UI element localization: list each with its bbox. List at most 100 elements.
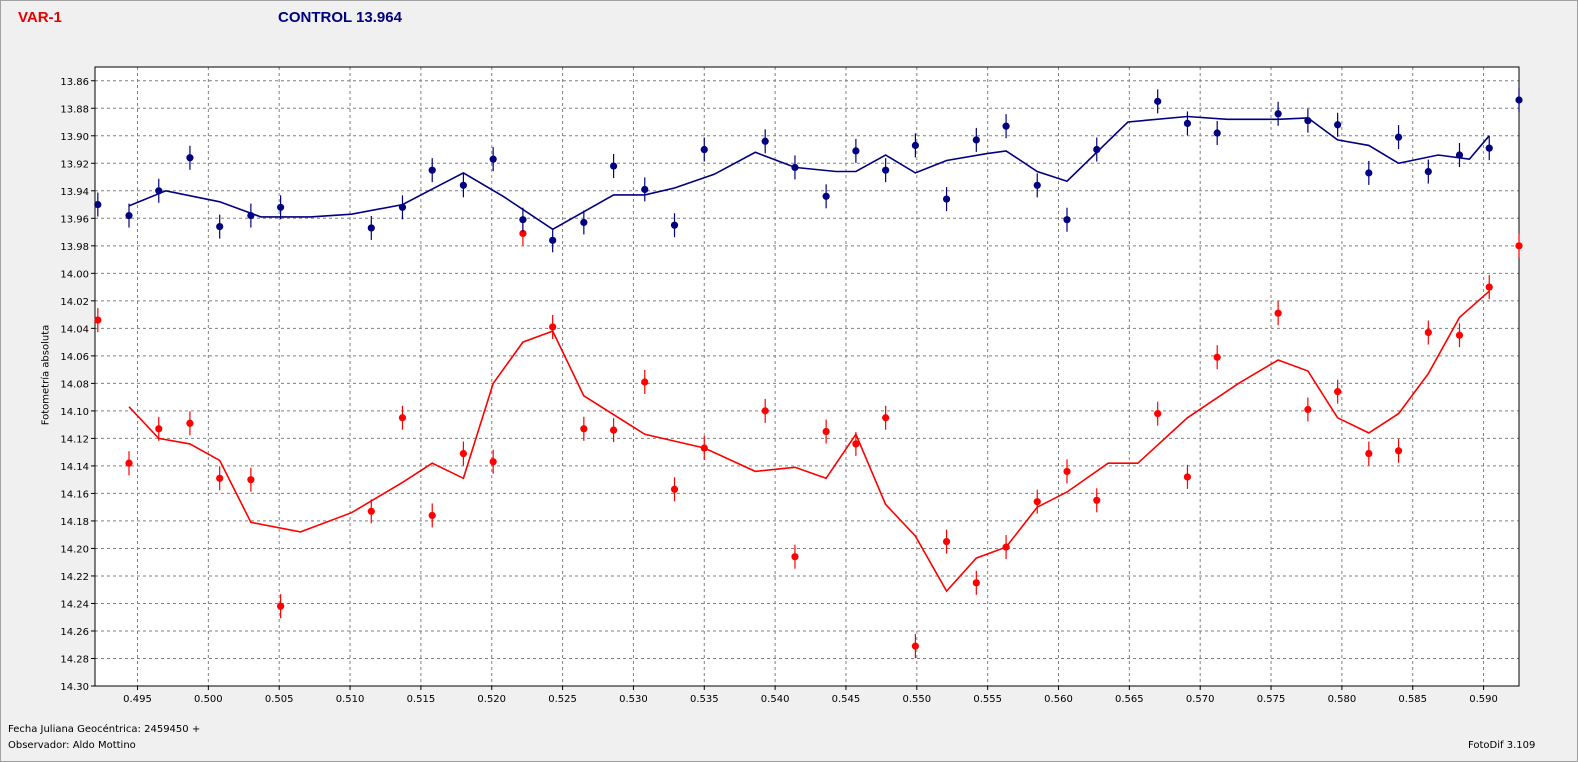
y-tick-label: 14.04: [60, 324, 89, 335]
var-1-point: [1304, 405, 1312, 414]
y-tick-label: 14.22: [60, 572, 89, 583]
y-tick-label: 13.86: [60, 77, 89, 88]
control-point: [972, 136, 980, 144]
var-1-point: [609, 426, 618, 434]
control-point: [942, 195, 951, 203]
control-point: [1033, 181, 1041, 189]
x-tick-label: 0.530: [619, 694, 648, 705]
control-point: [580, 218, 588, 227]
x-tick-label: 0.580: [1328, 694, 1357, 705]
var-1-point: [1063, 467, 1071, 476]
y-tick-label: 14.28: [60, 654, 89, 665]
var-1-point: [1455, 331, 1464, 339]
x-tick-label: 0.540: [761, 694, 790, 705]
control-point: [519, 216, 527, 224]
y-tick-label: 14.26: [60, 627, 89, 638]
var-1-point: [580, 425, 588, 433]
y-tick-label: 14.18: [60, 517, 89, 528]
x-tick-label: 0.495: [123, 694, 152, 705]
var-1-point: [1334, 388, 1342, 396]
y-tick-label: 14.06: [60, 352, 89, 363]
y-tick-label: 14.12: [60, 434, 89, 445]
y-tick-label: 14.08: [60, 379, 89, 390]
y-tick-label: 13.88: [60, 104, 89, 115]
var-1-point: [670, 485, 679, 493]
var-1-point: [459, 449, 467, 458]
var-1-point: [428, 511, 436, 520]
control-point: [428, 166, 436, 174]
var-1-point: [852, 440, 860, 448]
var-1-point: [911, 642, 919, 650]
plot-border: [94, 66, 1520, 687]
control-point: [1424, 167, 1432, 176]
control-point: [94, 200, 102, 209]
x-tick-label: 0.515: [407, 694, 436, 705]
x-tick-label: 0.510: [336, 694, 365, 705]
var-1-point: [972, 579, 980, 587]
control-point: [1455, 151, 1464, 159]
var-1-point: [489, 458, 497, 466]
var-1-point: [882, 414, 890, 422]
var-1-point: [1365, 449, 1373, 458]
var-1-point: [641, 378, 649, 386]
x-tick-label: 0.555: [973, 694, 1002, 705]
control-point: [911, 141, 919, 150]
var-1-point: [247, 476, 255, 484]
var-1-point: [700, 444, 708, 452]
x-tick-label: 0.525: [548, 694, 577, 705]
control-point: [1093, 145, 1101, 154]
y-tick-label: 14.02: [60, 297, 89, 308]
control-point: [247, 211, 255, 220]
x-tick-label: 0.500: [194, 694, 223, 705]
plot-area: [95, 67, 1519, 686]
var-1-point: [1154, 410, 1162, 418]
var-title: VAR-1: [18, 9, 62, 26]
var-1-point: [1515, 242, 1523, 250]
var-1-point: [1213, 353, 1221, 361]
x-tick-label: 0.590: [1469, 694, 1498, 705]
control-point: [1394, 133, 1403, 141]
control-point: [670, 221, 679, 229]
var-1-point: [155, 425, 163, 433]
y-tick-label: 14.14: [60, 462, 89, 473]
control-point: [1274, 110, 1282, 118]
control-point: [1063, 216, 1071, 224]
x-tick-label: 0.545: [832, 694, 861, 705]
control-point: [700, 145, 708, 154]
var-1-point: [1033, 498, 1041, 506]
date-label: Fecha Juliana Geocéntrica: 2459450 +: [8, 724, 201, 735]
x-tick-label: 0.550: [902, 694, 931, 705]
control-point: [641, 185, 649, 194]
var-1-point: [1274, 309, 1282, 317]
var-1-point: [216, 474, 224, 482]
control-point: [125, 211, 133, 220]
var-1-point: [1093, 496, 1101, 504]
var-1-point: [1485, 283, 1493, 291]
control-title: CONTROL 13.964: [278, 9, 402, 26]
control-point: [852, 147, 860, 155]
y-tick-label: 14.00: [60, 269, 89, 280]
control-point: [367, 224, 375, 232]
control-point: [1213, 129, 1221, 137]
control-point: [882, 166, 890, 174]
x-tick-label: 0.585: [1398, 694, 1427, 705]
y-tick-label: 14.24: [60, 599, 89, 610]
var-1-point: [1424, 328, 1432, 337]
y-tick-label: 14.10: [60, 407, 89, 418]
control-point: [822, 192, 830, 200]
x-tick-label: 0.505: [265, 694, 294, 705]
var-1-point: [942, 537, 951, 546]
y-tick-label: 13.98: [60, 242, 89, 253]
var-1-point: [398, 414, 407, 422]
control-point: [216, 222, 224, 231]
control-point: [1334, 121, 1342, 129]
x-tick-label: 0.570: [1186, 694, 1215, 705]
var-1-point: [277, 602, 285, 610]
var-1-point: [549, 323, 557, 331]
x-tick-label: 0.535: [690, 694, 719, 705]
control-point: [1154, 97, 1162, 105]
y-tick-label: 13.96: [60, 214, 89, 225]
control-point: [1365, 169, 1373, 177]
control-point: [186, 154, 194, 162]
